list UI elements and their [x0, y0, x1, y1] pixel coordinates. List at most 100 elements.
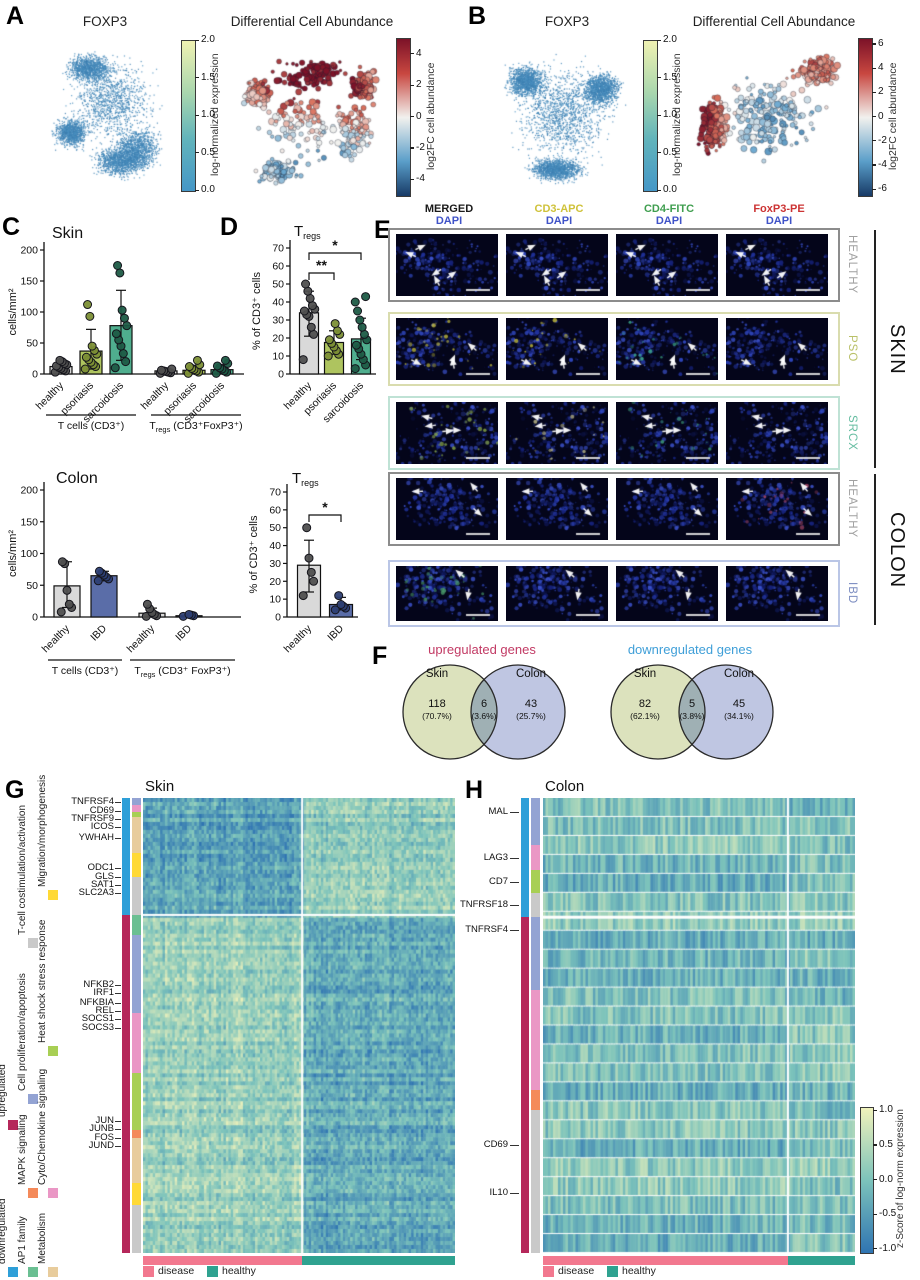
- tissue-image: [506, 402, 608, 464]
- gene-label: TNFRSF4: [71, 796, 114, 807]
- dca-colorbar-a: 4 2 0 -2 -4: [396, 38, 443, 207]
- svg-text:healthy: healthy: [125, 622, 158, 655]
- tissue-image: [726, 566, 828, 621]
- colorbar-tick: 6: [878, 37, 884, 49]
- colorbar-tick: -4: [878, 158, 887, 170]
- disease-legend-swatch: [143, 1266, 154, 1277]
- legend-label-up: upregulated: [0, 1064, 8, 1117]
- svg-text:150: 150: [20, 516, 38, 528]
- gene-label: FOS: [94, 1132, 114, 1143]
- svg-text:cells/mm²: cells/mm²: [7, 288, 19, 335]
- legend-swatch-prolif: [28, 1094, 38, 1104]
- header-dapi-text: DAPI: [545, 215, 573, 227]
- expression-colorbar-a: 2.0 1.5 1.0 0.5 0.0: [181, 34, 228, 202]
- tissue-row-srcx-2: [388, 396, 840, 470]
- colorbar-tick: 1.0: [879, 1104, 893, 1116]
- tissue-image: [506, 478, 608, 540]
- colorbar-tick: 1.5: [663, 71, 677, 83]
- side-label-skin: SKIN: [886, 323, 908, 375]
- colorbar-gradient: [396, 38, 411, 197]
- svg-text:IBD: IBD: [173, 622, 194, 643]
- venn-up-colon-label: Colon: [515, 668, 547, 680]
- svg-text:60: 60: [272, 261, 284, 273]
- svg-text:Tregs: Tregs: [292, 470, 319, 488]
- svg-text:200: 200: [20, 485, 38, 497]
- legend-label-ap1: AP1 family: [17, 1216, 28, 1264]
- row-label-healthy-colon: HEALTHY: [846, 479, 858, 539]
- gene-label: ICOS: [90, 821, 114, 832]
- tissue-image: [506, 234, 608, 296]
- healthy-legend-swatch: [607, 1266, 618, 1277]
- svg-text:T cells (CD3⁺): T cells (CD3⁺): [52, 665, 119, 677]
- colon-category-strip: [531, 798, 540, 1253]
- gene-label: JUNB: [89, 1123, 114, 1134]
- tissue-image: [616, 402, 718, 464]
- svg-text:150: 150: [20, 276, 38, 288]
- legend-swatch-down: [8, 1267, 18, 1277]
- venn-down-overlap-pct: (3.8%): [679, 711, 705, 721]
- skin-heatmap-title: Skin: [145, 778, 175, 795]
- venn-up-colon-pct: (25.7%): [516, 711, 546, 721]
- venn-down-colon-pct: (34.1%): [724, 711, 754, 721]
- svg-text:T cells (CD3⁺): T cells (CD3⁺): [58, 420, 125, 432]
- tissue-image: [726, 478, 828, 540]
- venn-down-title: downregulated genes: [627, 642, 753, 657]
- panel-b-label: B: [468, 2, 487, 30]
- gene-label: CD69: [483, 1139, 508, 1150]
- gene-label: GLS: [94, 871, 114, 882]
- gene-label: CD7: [488, 876, 508, 887]
- svg-text:40: 40: [272, 297, 284, 309]
- foxp3-umap-colon: [488, 33, 638, 193]
- column-header-cd3apc: CD3-APC DAPI: [504, 203, 614, 227]
- legend-label-cyto: Cyto/Chemokine signaling: [37, 1068, 48, 1185]
- legend-swatch-cyto: [48, 1188, 58, 1198]
- colorbar-tick: 2: [416, 79, 422, 91]
- legend-label-heat: Heat shock stress response: [37, 919, 48, 1043]
- colorbar-gradient: [643, 40, 658, 192]
- svg-text:IBD: IBD: [88, 622, 109, 643]
- skin-category-strip: [132, 798, 141, 1253]
- colorbar-tick: 0.0: [201, 184, 215, 195]
- svg-text:Skin: Skin: [52, 225, 83, 242]
- svg-text:50: 50: [272, 279, 284, 291]
- colon-heatmap-title: Colon: [545, 778, 585, 795]
- gene-label: SLC2A3: [78, 887, 114, 898]
- colon-heatmap: [543, 798, 855, 1253]
- colorbar-tick: -4: [416, 173, 425, 185]
- row-label-pso: PSO: [846, 335, 858, 363]
- legend-swatch-mapk: [28, 1188, 38, 1198]
- gene-label: SOCS1: [81, 1013, 114, 1024]
- dca-umap-skin: [228, 38, 388, 195]
- svg-text:10: 10: [269, 594, 281, 606]
- gene-label: MAL: [488, 806, 508, 817]
- svg-text:60: 60: [269, 504, 281, 516]
- svg-text:% of CD3⁺ cells: % of CD3⁺ cells: [251, 272, 263, 350]
- gene-label: NFKB2: [83, 979, 114, 990]
- colorbar-tick: -0.5: [879, 1208, 897, 1219]
- skin-regulation-strip: [122, 798, 130, 1253]
- panel-c-label: C: [2, 213, 21, 241]
- tissue-image: [506, 566, 608, 621]
- venn-up-overlap-count: 6: [480, 698, 488, 710]
- svg-text:50: 50: [26, 580, 38, 592]
- panel-a-dca-title: Differential Cell Abundance: [230, 14, 394, 29]
- tissue-image: [396, 566, 498, 621]
- tissue-image: [616, 318, 718, 380]
- row-label-srcx: SRCX: [846, 415, 858, 451]
- gene-label: YWHAH: [78, 832, 114, 843]
- svg-text:70: 70: [272, 243, 284, 255]
- header-dapi-text: DAPI: [655, 215, 683, 227]
- colorbar-tick: -2: [878, 134, 887, 146]
- legend-label-tcell: T-cell costimulation/activation: [17, 804, 28, 935]
- venn-down-circles: [610, 664, 774, 760]
- svg-text:healthy: healthy: [282, 622, 315, 655]
- svg-text:0: 0: [278, 369, 284, 381]
- panel-b-foxp3-title: FOXP3: [544, 14, 590, 29]
- panel-a-label: A: [6, 2, 25, 30]
- skin-heatmap: [143, 798, 455, 1253]
- tissue-image: [616, 478, 718, 540]
- tissue-image: [506, 318, 608, 380]
- venn-up-skin-pct: (70.7%): [422, 711, 452, 721]
- tissue-row-ibd-4: [388, 560, 840, 627]
